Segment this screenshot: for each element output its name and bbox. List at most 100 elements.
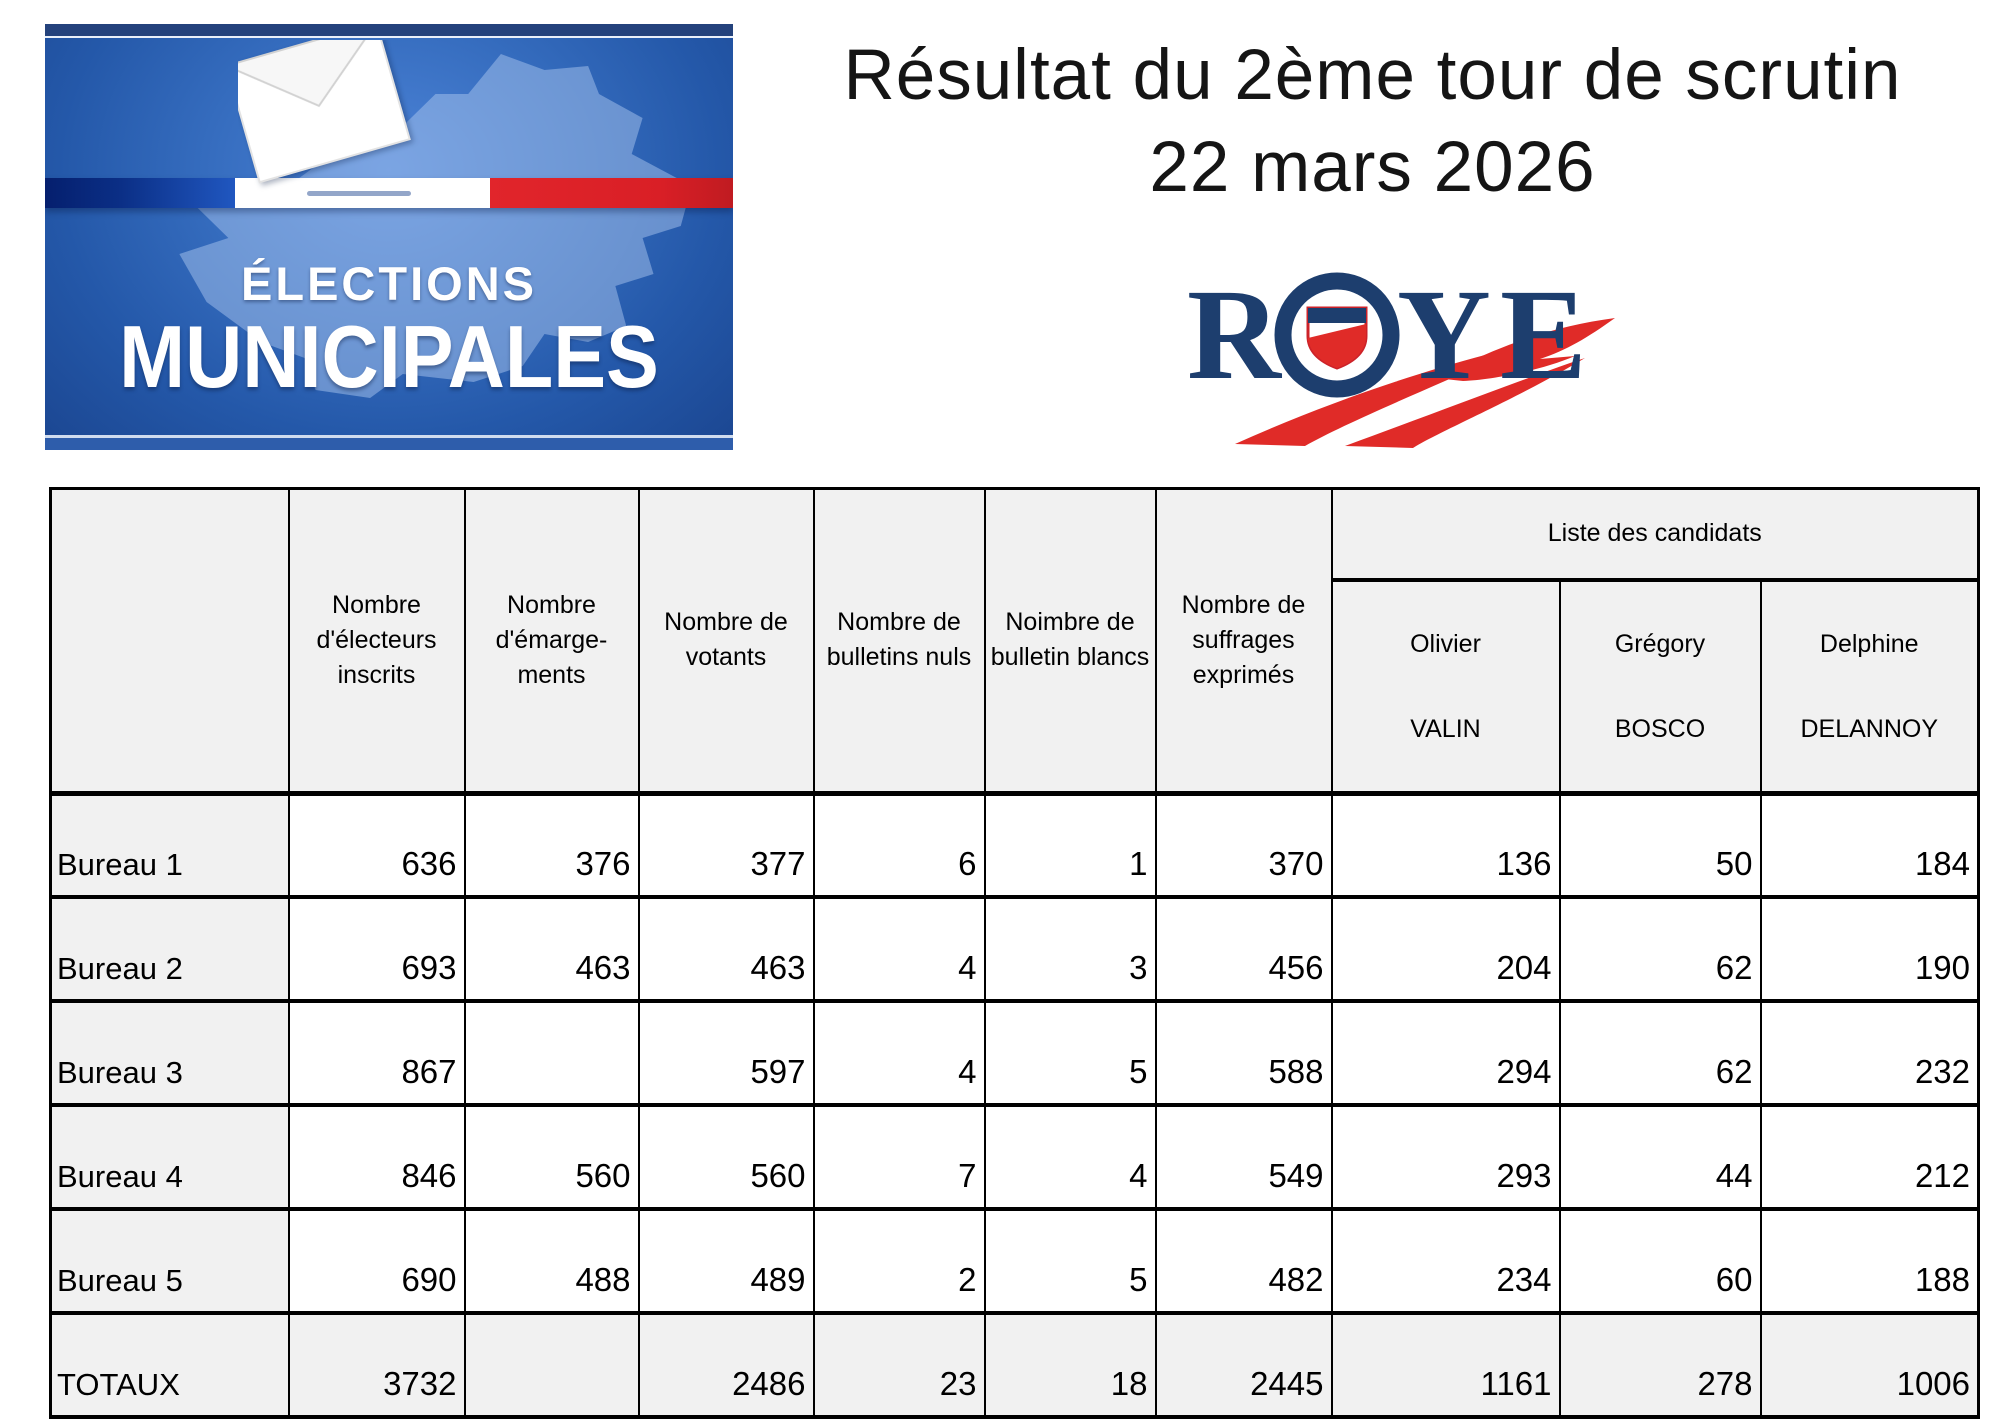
value-cell: 463 (637, 895, 815, 1003)
elections-banner: ÉLECTIONS MUNICIPALES (45, 24, 733, 450)
value-cell: 62 (1558, 999, 1762, 1107)
value-cell (463, 999, 640, 1107)
row-label: Bureau 4 (49, 1103, 290, 1211)
header-row-2: Olivier VALIN Grégory BOSCO Delphine DEL… (51, 578, 1980, 796)
bureau-row: Bureau 5 690 488 489 2 5 482 234 60 188 (49, 1207, 1980, 1315)
candidate-first-name: Grégory (1614, 629, 1706, 658)
value-cell: 5 (983, 999, 1157, 1107)
value-cell: 489 (637, 1207, 815, 1315)
row-label: Bureau 3 (49, 999, 290, 1107)
value-cell (463, 1311, 640, 1419)
row-label: Bureau 2 (49, 895, 290, 1003)
value-cell: 232 (1759, 999, 1980, 1107)
banner-background: ÉLECTIONS MUNICIPALES (45, 38, 733, 450)
row-label: Bureau 1 (49, 791, 290, 899)
value-cell: 4 (812, 895, 986, 1003)
value-cell: 1006 (1759, 1311, 1980, 1419)
ballot-slot (307, 191, 411, 196)
header-votants: Nombre de votants (637, 487, 815, 796)
candidate-first-name: Olivier (1410, 629, 1481, 658)
value-cell: 204 (1330, 895, 1561, 1003)
value-cell: 1161 (1330, 1311, 1561, 1419)
value-cell: 5 (983, 1207, 1157, 1315)
value-cell: 636 (287, 791, 466, 899)
value-cell: 376 (463, 791, 640, 899)
value-cell: 4 (812, 999, 986, 1107)
value-cell: 690 (287, 1207, 466, 1315)
value-cell: 3 (983, 895, 1157, 1003)
value-cell: 4 (983, 1103, 1157, 1211)
value-cell: 560 (463, 1103, 640, 1211)
value-cell: 456 (1154, 895, 1333, 1003)
page-title-line2: 22 mars 2026 (1149, 128, 1596, 207)
page-title-line1: Résultat du 2ème tour de scrutin (843, 36, 1902, 115)
candidate-last-name: VALIN (1410, 714, 1481, 743)
value-cell: 294 (1330, 999, 1561, 1107)
banner-bottom-bar (45, 435, 733, 450)
value-cell: 482 (1154, 1207, 1333, 1315)
row-label: Bureau 5 (49, 1207, 290, 1315)
roye-letter-y: Y (1397, 263, 1491, 407)
results-table-body: Bureau 1 636 376 377 6 1 370 136 50 184 Bureau 2 69… (49, 791, 1980, 1419)
value-cell: 2486 (637, 1311, 815, 1419)
roye-road-right (1345, 358, 1585, 448)
bureau-row: Bureau 4 846 560 560 7 4 549 293 44 212 (49, 1103, 1980, 1211)
roye-logo: R Y E (1185, 258, 1615, 454)
value-cell: 136 (1330, 791, 1561, 899)
value-cell: 234 (1330, 1207, 1561, 1315)
value-cell: 3732 (287, 1311, 466, 1419)
value-cell: 560 (637, 1103, 815, 1211)
value-cell: 190 (1759, 895, 1980, 1003)
value-cell: 1 (983, 791, 1157, 899)
row-label: TOTAUX (49, 1311, 290, 1419)
value-cell: 7 (812, 1103, 986, 1211)
value-cell: 293 (1330, 1103, 1561, 1211)
value-cell: 18 (983, 1311, 1157, 1419)
corner-cell (49, 487, 290, 796)
candidate-last-name: DELANNOY (1800, 714, 1939, 743)
candidate-last-name: BOSCO (1614, 714, 1706, 743)
roye-letter-r: R (1187, 263, 1283, 407)
value-cell: 693 (287, 895, 466, 1003)
bureau-row: Bureau 1 636 376 377 6 1 370 136 50 184 (49, 791, 1980, 899)
value-cell: 184 (1759, 791, 1980, 899)
page-title: Résultat du 2ème tour de scrutin 22 mars… (745, 30, 2000, 214)
header-suffrages-exprimes: Nombre de suffrages exprimés (1154, 487, 1333, 796)
value-cell: 2 (812, 1207, 986, 1315)
bureau-row: Bureau 2 693 463 463 4 3 456 204 62 190 (49, 895, 1980, 1003)
value-cell: 6 (812, 791, 986, 899)
value-cell: 23 (812, 1311, 986, 1419)
value-cell: 50 (1558, 791, 1762, 899)
value-cell: 488 (463, 1207, 640, 1315)
header-candidate-bosco: Grégory BOSCO (1558, 578, 1762, 796)
stripe-red-segment (490, 178, 733, 208)
results-table-header: Nombre d'électeurs inscrits Nombre d'éma… (49, 487, 1980, 796)
value-cell: 44 (1558, 1103, 1762, 1211)
bureau-row: Bureau 3 867 597 4 5 588 294 62 232 (49, 999, 1980, 1107)
value-cell: 846 (287, 1103, 466, 1211)
candidate-first-name: Delphine (1819, 629, 1919, 658)
stripe-blue-segment (45, 178, 235, 208)
roye-shield-o (1274, 272, 1400, 398)
roye-wing-swoosh (1435, 318, 1615, 381)
value-cell: 463 (463, 895, 640, 1003)
header-candidate-delannoy: Delphine DELANNOY (1759, 578, 1980, 796)
header-candidate-valin: Olivier VALIN (1330, 578, 1561, 796)
value-cell: 278 (1558, 1311, 1762, 1419)
roye-logo-graphic: R Y E (1187, 263, 1615, 448)
value-cell: 549 (1154, 1103, 1333, 1211)
value-cell: 597 (637, 999, 815, 1107)
header-bulletins-blancs: Noimbre de bulletin blancs (983, 487, 1157, 796)
banner-title-elections: ÉLECTIONS (241, 257, 537, 310)
value-cell: 60 (1558, 1207, 1762, 1315)
header-emargements: Nombre d'émarge- ments (463, 487, 640, 796)
value-cell: 377 (637, 791, 815, 899)
value-cell: 212 (1759, 1103, 1980, 1211)
header-electeurs-inscrits: Nombre d'électeurs inscrits (287, 487, 466, 796)
value-cell: 370 (1154, 791, 1333, 899)
results-table: Nombre d'électeurs inscrits Nombre d'éma… (49, 487, 1981, 1419)
value-cell: 588 (1154, 999, 1333, 1107)
header-liste-candidats: Liste des candidats (1330, 487, 1980, 582)
value-cell: 188 (1759, 1207, 1980, 1315)
header-bulletins-nuls: Nombre de bulletins nuls (812, 487, 986, 796)
